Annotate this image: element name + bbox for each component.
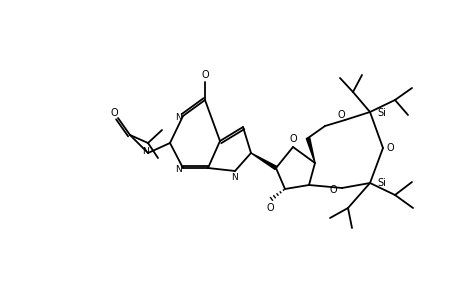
Text: O: O	[386, 143, 393, 153]
Text: O: O	[201, 70, 208, 80]
Text: O: O	[266, 203, 273, 213]
Text: O: O	[329, 185, 336, 195]
Text: O: O	[336, 110, 344, 120]
Text: N: N	[175, 112, 182, 122]
Text: N: N	[231, 173, 238, 182]
Text: N: N	[175, 164, 182, 173]
Polygon shape	[306, 137, 314, 163]
Text: Si: Si	[376, 108, 385, 118]
Text: O: O	[110, 108, 118, 118]
Text: N: N	[142, 148, 149, 157]
Text: O: O	[289, 134, 296, 144]
Polygon shape	[251, 153, 276, 169]
Text: Si: Si	[376, 178, 385, 188]
